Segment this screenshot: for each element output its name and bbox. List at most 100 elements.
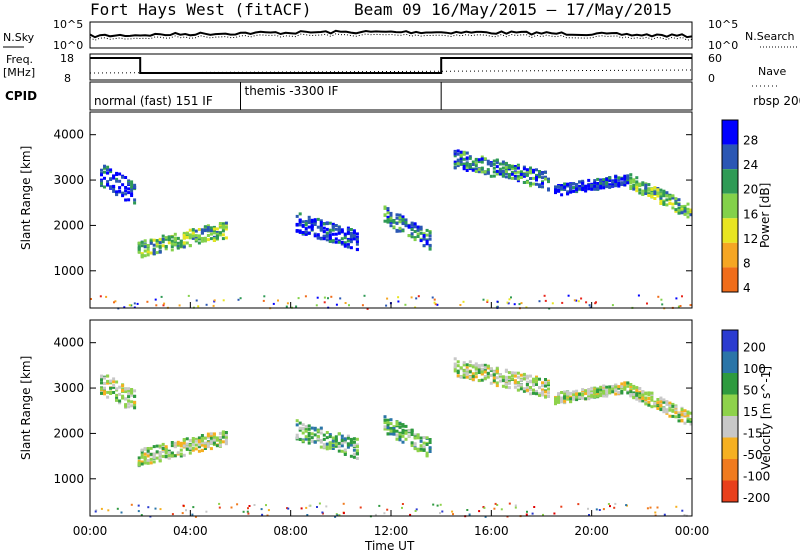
heatmap-cell	[641, 391, 645, 395]
heatmap-cell	[398, 425, 402, 429]
heatmap-cell	[544, 299, 547, 302]
heatmap-cell	[462, 371, 466, 375]
heatmap-cell	[671, 196, 675, 200]
heatmap-cell	[501, 166, 505, 170]
heatmap-cell	[671, 402, 675, 406]
x-tick-label: 00:00	[675, 524, 710, 538]
heatmap-cell	[596, 184, 600, 188]
heatmap-cell	[587, 389, 591, 392]
heatmap-cell	[194, 238, 198, 242]
heatmap-cell	[301, 224, 305, 228]
heatmap-cell	[671, 408, 675, 412]
heatmap-cell	[581, 185, 585, 189]
heatmap-cell	[124, 186, 128, 189]
heatmap-cell	[167, 236, 171, 240]
heatmap-cell	[334, 227, 338, 231]
heatmap-cell	[310, 225, 314, 229]
heatmap-cell	[401, 423, 405, 427]
heatmap-cell	[489, 367, 493, 371]
heatmap-cell	[590, 386, 594, 390]
heatmap-cell	[389, 224, 393, 228]
heatmap-cell	[641, 189, 645, 193]
heatmap-cell	[538, 300, 541, 303]
heatmap-cell	[623, 183, 627, 187]
heatmap-cell	[295, 229, 299, 233]
heatmap-cell	[635, 189, 639, 193]
heatmap-cell	[137, 456, 141, 460]
heatmap-cell	[541, 181, 544, 185]
heatmap-cell	[413, 447, 417, 451]
heatmap-cell	[547, 395, 550, 398]
heatmap-cell	[433, 298, 436, 301]
heatmap-cell	[495, 160, 499, 164]
heatmap-cell	[547, 180, 550, 184]
heatmap-cell	[532, 381, 535, 385]
heatmap-cell	[218, 231, 222, 235]
heatmap-cell	[686, 202, 690, 206]
heatmap-cell	[203, 447, 207, 450]
heatmap-cell	[304, 435, 308, 439]
heatmap-cell	[535, 173, 538, 177]
heatmap-cell	[560, 186, 564, 190]
heatmap-cell	[337, 240, 341, 244]
heatmap-cell	[272, 302, 275, 305]
heatmap-cell	[173, 238, 177, 242]
heatmap-cell	[140, 460, 144, 464]
heatmap-cell	[668, 195, 672, 199]
heatmap-cell	[510, 167, 514, 171]
heatmap-cell	[668, 197, 672, 201]
heatmap-cell	[584, 186, 588, 190]
heatmap-cell	[130, 393, 134, 397]
heatmap-cell	[133, 185, 137, 189]
heatmap-cell	[209, 436, 213, 440]
heatmap-cell	[146, 244, 150, 247]
heatmap-cell	[319, 221, 323, 225]
heatmap-cell	[557, 397, 561, 401]
heatmap-cell	[325, 445, 329, 449]
heatmap-cell	[674, 209, 678, 213]
heatmap-cell	[474, 170, 478, 173]
heatmap-cell	[161, 237, 165, 241]
heatmap-cell	[105, 295, 108, 298]
heatmap-cell	[200, 448, 204, 452]
heatmap-cell	[359, 506, 362, 509]
heatmap-cell	[662, 407, 666, 411]
heatmap-cell	[265, 504, 267, 507]
heatmap-cell	[124, 387, 128, 391]
heatmap-cell	[164, 237, 168, 241]
heatmap-cell	[171, 513, 174, 516]
heatmap-cell	[614, 184, 618, 188]
heatmap-cell	[176, 236, 180, 240]
heatmap-cell	[635, 389, 639, 393]
heatmap-cell	[656, 506, 659, 509]
heatmap-cell	[188, 236, 192, 240]
heatmap-cell	[100, 507, 103, 510]
heatmap-cell	[432, 503, 435, 506]
heatmap-cell	[419, 231, 423, 235]
heatmap-cell	[328, 433, 332, 437]
x-tick-label: 20:00	[574, 524, 609, 538]
heatmap-cell	[554, 397, 557, 401]
heatmap-cell	[551, 302, 554, 305]
heatmap-cell	[155, 450, 159, 454]
heatmap-cell	[343, 448, 347, 452]
heatmap-cell	[277, 299, 279, 302]
heatmap-cell	[483, 370, 487, 374]
heatmap-cell	[221, 222, 225, 226]
heatmap-cell	[149, 452, 153, 456]
heatmap-cell	[566, 184, 570, 188]
heatmap-cell	[428, 438, 432, 441]
heatmap-cell	[525, 380, 529, 384]
heatmap-cell	[363, 294, 366, 297]
heatmap-cell	[224, 431, 228, 434]
heatmap-cell	[525, 306, 528, 309]
heatmap-cell	[307, 437, 311, 441]
heatmap-cell	[230, 506, 233, 509]
heatmap-cell	[614, 383, 618, 387]
colorbar-swatch	[722, 437, 738, 459]
heatmap-cell	[295, 419, 299, 423]
heatmap-cell	[665, 198, 669, 202]
